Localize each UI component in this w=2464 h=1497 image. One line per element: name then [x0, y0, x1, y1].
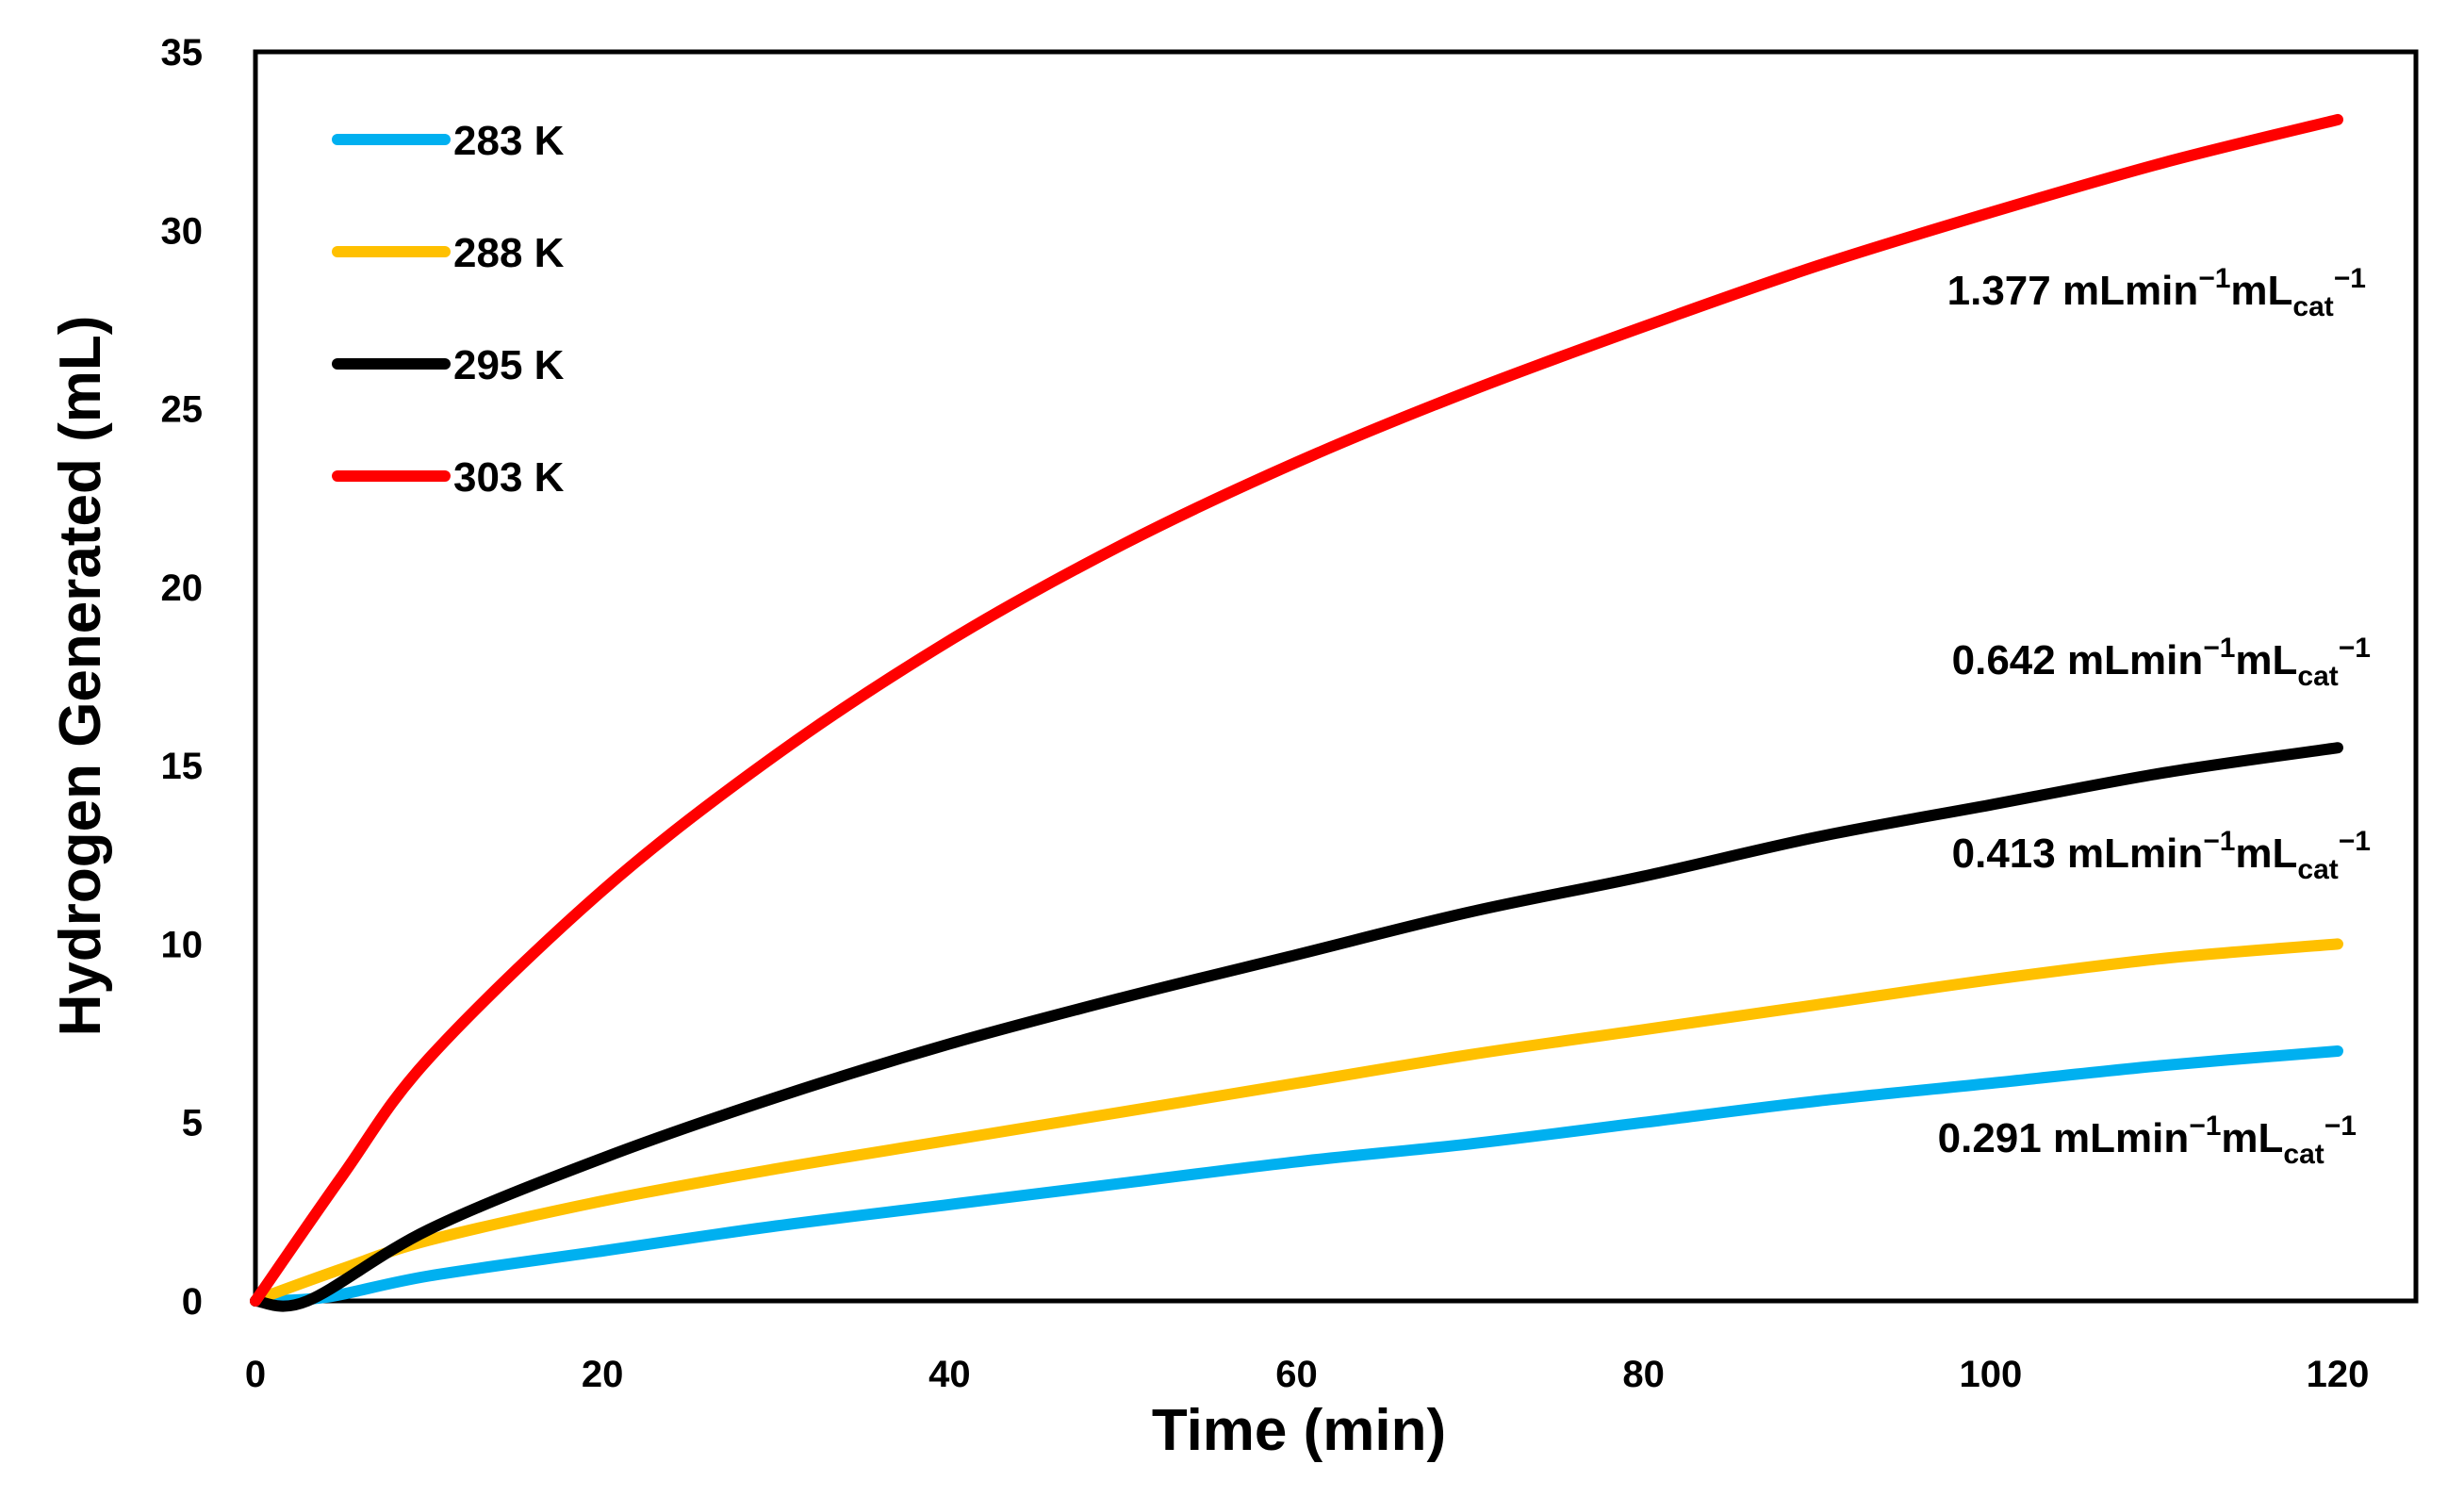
y-tick-label: 5 [182, 1103, 203, 1144]
x-axis-title: Time (min) [1152, 1398, 1446, 1463]
y-tick-label: 20 [161, 568, 204, 609]
x-tick-label: 60 [1275, 1354, 1318, 1395]
rate-annotation-3: 0.291 mLmin−1mLcat−1 [1938, 1110, 2357, 1170]
rate-annotations: 1.377 mLmin−1mLcat−10.642 mLmin−1mLcat−1… [1938, 263, 2371, 1170]
rate-sup2: −1 [2324, 1110, 2357, 1142]
rate-mid: mL [2230, 268, 2292, 314]
rate-mid: mL [2235, 831, 2297, 877]
legend-label-1: 288 K [453, 230, 565, 276]
rate-sub: cat [2297, 854, 2338, 885]
y-axis-title: Hydrogen Generated (mL) [48, 316, 113, 1037]
x-tick-label: 100 [1959, 1354, 2022, 1395]
rate-mid: mL [2235, 637, 2297, 683]
y-tick-label: 30 [161, 210, 204, 252]
rate-sub: cat [2283, 1139, 2324, 1170]
x-tick-label: 80 [1622, 1354, 1665, 1395]
rate-annotation-2: 0.413 mLmin−1mLcat−1 [1952, 826, 2371, 885]
y-tick-label: 0 [182, 1281, 203, 1323]
y-tick-label: 10 [161, 924, 204, 965]
rate-sub: cat [2297, 661, 2338, 692]
rate-value: 0.642 mLmin [1952, 637, 2204, 683]
x-tick-label: 0 [245, 1354, 266, 1395]
series-line-3 [250, 113, 2343, 1307]
series-lines [250, 113, 2343, 1312]
rate-annotation-0: 1.377 mLmin−1mLcat−1 [1947, 263, 2366, 322]
legend-label-0: 283 K [453, 118, 565, 164]
legend-label-2: 295 K [453, 342, 565, 388]
legend-label-3: 303 K [453, 454, 565, 501]
rate-sub: cat [2292, 291, 2333, 322]
rate-sup1: −1 [2203, 826, 2235, 857]
y-tick-label: 15 [161, 746, 204, 787]
rate-sup1: −1 [2189, 1110, 2221, 1142]
series-line-2 [250, 742, 2343, 1312]
y-tick-label: 35 [161, 32, 204, 74]
series-line-1 [250, 938, 2343, 1307]
legend: 283 K 288 K 295 K 303 K [332, 118, 565, 501]
x-tick-label: 40 [928, 1354, 971, 1395]
rate-sup2: −1 [2339, 826, 2371, 857]
rate-sup1: −1 [2203, 633, 2235, 664]
rate-value: 0.413 mLmin [1952, 831, 2204, 877]
x-tick-label: 20 [582, 1354, 624, 1395]
series-line-0 [250, 1045, 2343, 1307]
rate-sup2: −1 [2334, 263, 2366, 294]
rate-annotation-1: 0.642 mLmin−1mLcat−1 [1952, 633, 2371, 692]
rate-value: 0.291 mLmin [1938, 1115, 2190, 1161]
y-tick-label: 25 [161, 389, 204, 431]
plot-frame [253, 49, 2419, 1304]
rate-value: 1.377 mLmin [1947, 268, 2199, 314]
rate-sup1: −1 [2198, 263, 2230, 294]
rate-sup2: −1 [2339, 633, 2371, 664]
x-tick-label: 120 [2307, 1354, 2370, 1395]
x-tick-labels: 0 20 40 60 80 100 120 [245, 1354, 2370, 1395]
y-tick-labels: 0 5 10 15 20 25 30 35 [161, 32, 204, 1323]
rate-mid: mL [2221, 1115, 2283, 1161]
